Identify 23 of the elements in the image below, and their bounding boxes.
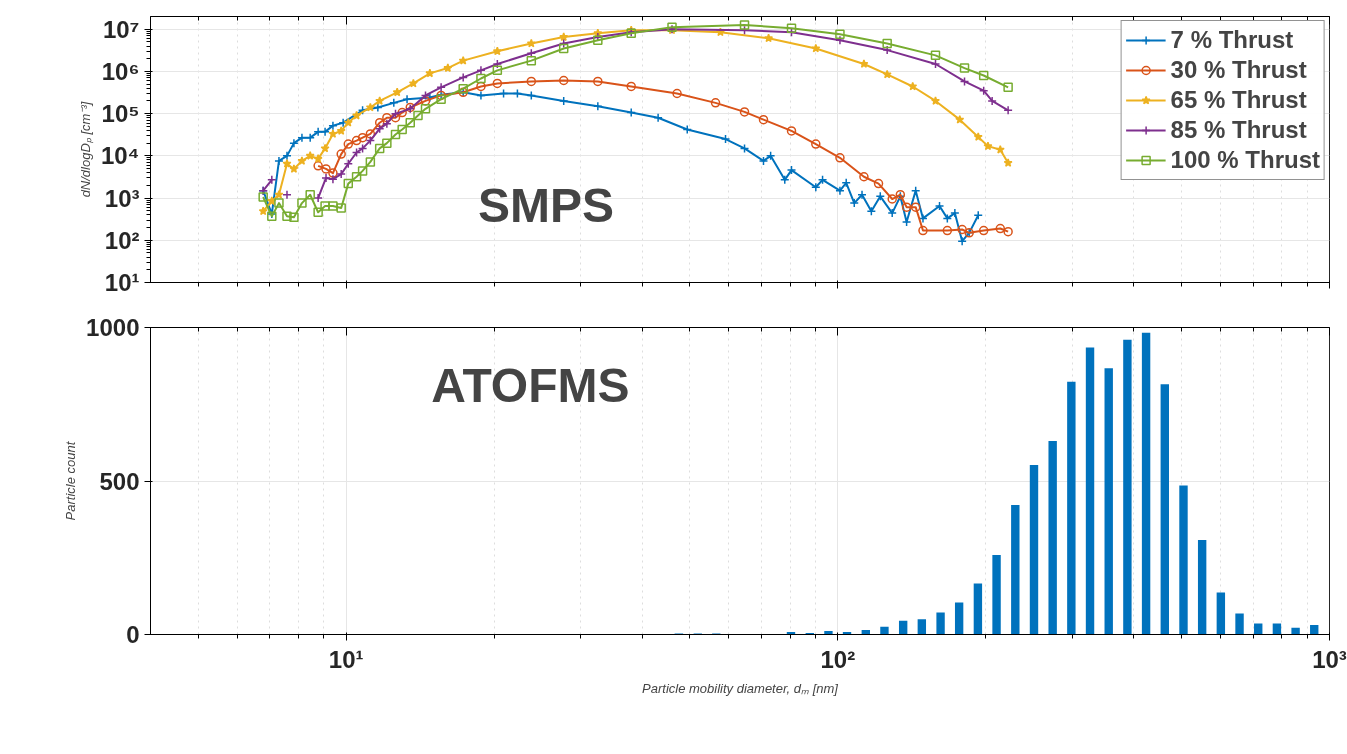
x-tick-label: 10³	[1312, 645, 1347, 673]
legend-label: 7 % Thrust	[1170, 25, 1294, 55]
x-tick-label: 10²	[820, 645, 856, 673]
y-tick-label: 10⁴	[100, 142, 140, 170]
y-axis-title: dN/dlogDₚ [cm⁻³]	[77, 101, 94, 198]
legend-label: 30 % Thrust	[1170, 55, 1307, 85]
legend-label: 85 % Thrust	[1170, 115, 1307, 145]
y-tick-label: 10¹	[104, 269, 140, 296]
y-tick-label: 1000	[86, 314, 140, 341]
y-tick-label: 10⁵	[101, 100, 140, 128]
legend-label: 65 % Thrust	[1170, 85, 1307, 115]
annotation: ATOFMS	[431, 359, 630, 413]
y-tick-label: 10³	[104, 184, 140, 212]
legend-label: 100 % Thrust	[1170, 145, 1320, 175]
x-axis-title: Particle mobility diameter, dₘ [nm]	[642, 680, 839, 696]
y-tick-label: 10⁶	[101, 57, 140, 85]
y-tick-label: 10⁷	[102, 15, 140, 43]
y-tick-label: 10²	[104, 226, 140, 254]
x-tick-label: 10¹	[328, 645, 364, 673]
y-axis-title: Particle count	[63, 440, 79, 521]
annotation: SMPS	[478, 179, 615, 233]
y-tick-label: 500	[99, 467, 140, 495]
y-tick-label: 0	[126, 621, 140, 648]
